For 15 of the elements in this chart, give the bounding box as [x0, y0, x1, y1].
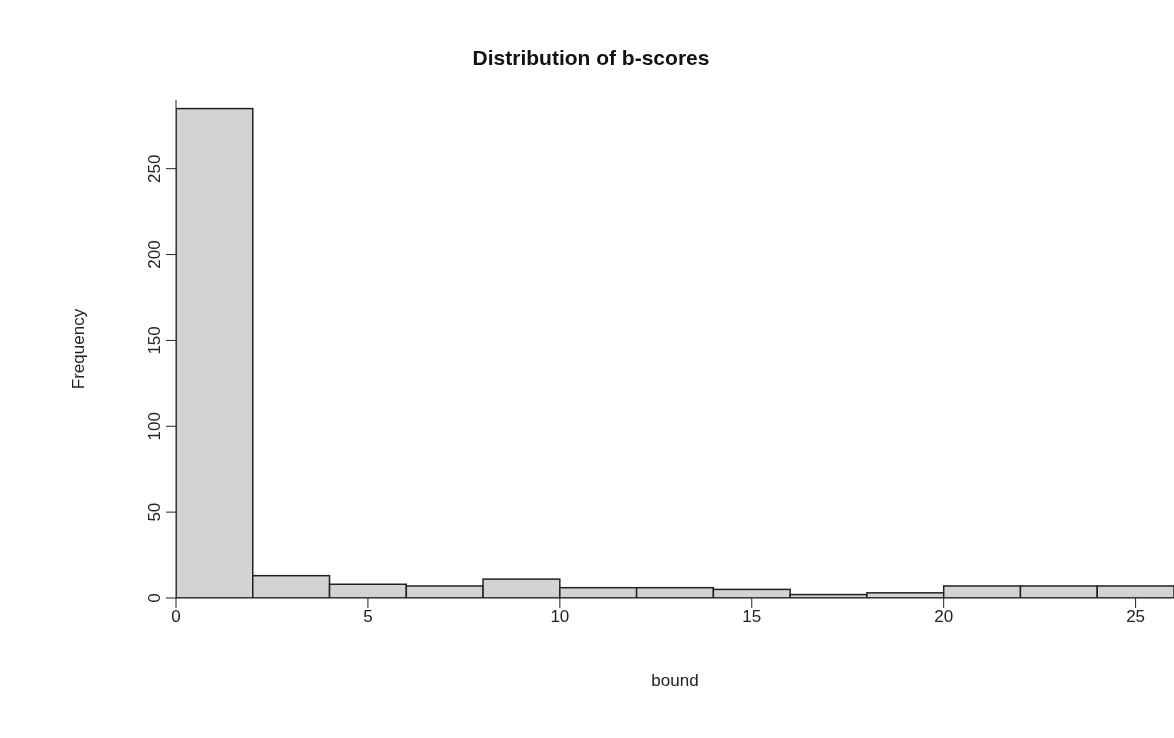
y-tick-label: 100	[145, 412, 164, 441]
y-tick-label: 200	[145, 240, 164, 269]
y-tick-label: 150	[145, 326, 164, 355]
x-tick-label: 20	[934, 607, 954, 627]
chart-title: Distribution of b-scores	[472, 46, 710, 69]
x-tick-label: 15	[742, 607, 762, 627]
x-axis-title: bound	[651, 671, 699, 690]
x-tick-label: 5	[363, 607, 373, 627]
y-tick-label: 250	[145, 154, 164, 183]
y-axis-title: Frequency	[69, 308, 89, 390]
y-tick-label: 0	[145, 593, 164, 603]
x-tick-label: 25	[1126, 607, 1146, 627]
x-tick-label: 0	[171, 607, 181, 627]
x-tick-label: 10	[550, 607, 570, 627]
y-tick-label: 50	[145, 502, 164, 522]
